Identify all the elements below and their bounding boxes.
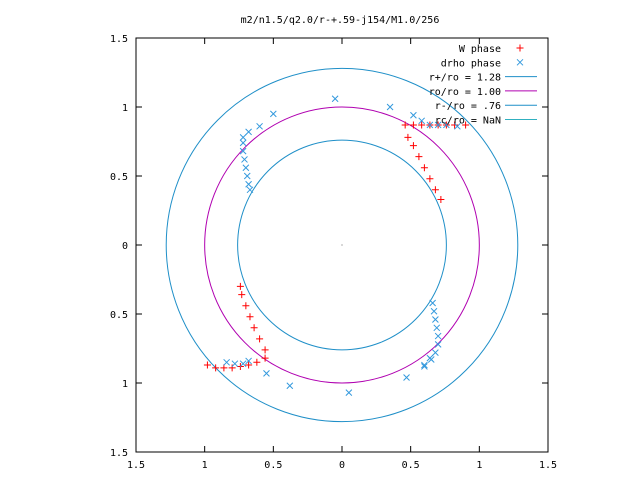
drho-phase-point [331,95,339,103]
drho-phase-point [426,121,434,129]
w-phase-point [256,335,264,343]
w-phase-point [242,302,250,310]
drho-phase-point [286,382,294,390]
drho-phase-point [239,134,247,141]
y-tick-label: 0 [122,241,128,252]
legend-marker [516,44,524,52]
legend-label: r-/ro = .76 [435,101,501,112]
legend-label: ro/ro = 1.00 [429,87,501,98]
drho-phase-point [410,111,417,119]
drho-phase-point [239,360,247,368]
drho-phase-point [231,360,239,368]
drho-phase-point [434,121,442,129]
w-phase-point [437,195,445,203]
w-phase-point [238,291,246,299]
drho-phase-point [429,299,436,307]
drho-phase-point [246,186,254,194]
drho-phase-point [269,110,277,118]
w-phase-point [401,121,409,129]
w-phase-point [404,133,412,141]
reference-circle [204,106,480,384]
w-phase-point [418,121,426,129]
drho-phase-point [433,324,441,332]
w-phase-point [250,324,258,332]
legend-label: rc/ro = NaN [435,116,501,127]
w-phase-point [420,164,428,172]
x-tick-label: 0 [339,460,345,471]
y-tick-label: 1.5 [110,34,128,45]
w-phase-point [409,142,417,150]
drho-phase-point [386,103,394,111]
drho-phase-point [243,172,251,180]
reference-circle [165,67,519,423]
drho-phase-point [223,358,230,366]
chart-title: m2/n1.5/q2.0/r-+.59-j154/M1.0/256 [241,15,440,26]
legend: W phase drho phase r+/ro = 1.28 ro/ro = 1.0… [429,44,537,127]
reference-circle [237,139,447,351]
x-tick-label: 0.5 [264,460,282,471]
y-tick-label: 0.5 [110,310,128,321]
legend-label: W phase [459,44,501,55]
w-phase-point [246,313,254,321]
w-phase-point [409,121,417,129]
w-phase-point [253,358,261,366]
legend-label: drho phase [441,58,501,69]
y-tick-label: 0.5 [110,172,128,183]
drho-phase-point [239,139,247,147]
drho-phase-point [403,374,410,381]
w-phase-point [462,121,470,129]
x-tick-label: 1 [476,460,482,471]
w-phase-point [431,186,439,194]
w-phase-point [203,361,211,369]
w-phase-point [228,364,236,372]
drho-phase-point [245,180,252,188]
w-phase-point [261,354,269,362]
drho-phase-point [242,164,250,172]
origin-dot [341,244,343,246]
x-tick-label: 1.5 [539,460,557,471]
drho-phase-point [245,128,252,136]
w-phase-point [236,282,244,290]
data-series [203,95,470,397]
drho-phase-point [345,389,353,397]
drho-phase-point [418,117,426,125]
drho-phase-point [434,332,442,340]
drho-phase-point [421,363,428,370]
x-tick-label: 1 [202,460,208,471]
drho-phase-point [256,122,263,130]
w-phase-point [212,364,220,372]
reference-circles [165,67,519,423]
y-tick-label: 1 [122,103,128,114]
drho-phase-point [454,122,461,130]
drho-phase-point [426,354,434,362]
drho-phase-point [241,156,248,163]
drho-phase-point [263,369,270,377]
legend-marker [516,58,524,66]
drho-phase-point [239,147,247,155]
drho-phase-point [432,349,439,356]
drho-phase-point [432,316,439,323]
drho-phase-point [245,357,252,365]
drho-phase-point [434,341,442,348]
w-phase-point [261,346,269,354]
x-tick-label: 0.5 [402,460,420,471]
axis-ticks: 1.5 1 0.5 0 0.5 1 1.51.510.500.511.5 [110,34,557,471]
drho-phase-point [443,121,450,129]
w-phase-point [245,361,253,369]
drho-phase-point [430,307,438,315]
w-phase-point [426,175,434,183]
w-phase-point [415,153,423,161]
y-tick-label: 1 [122,379,128,390]
x-tick-label: 1.5 [127,460,145,471]
w-phase-point [451,121,459,129]
drho-phase-point [421,361,428,369]
y-tick-label: 1.5 [110,448,128,459]
legend-label: r+/ro = 1.28 [429,73,501,84]
